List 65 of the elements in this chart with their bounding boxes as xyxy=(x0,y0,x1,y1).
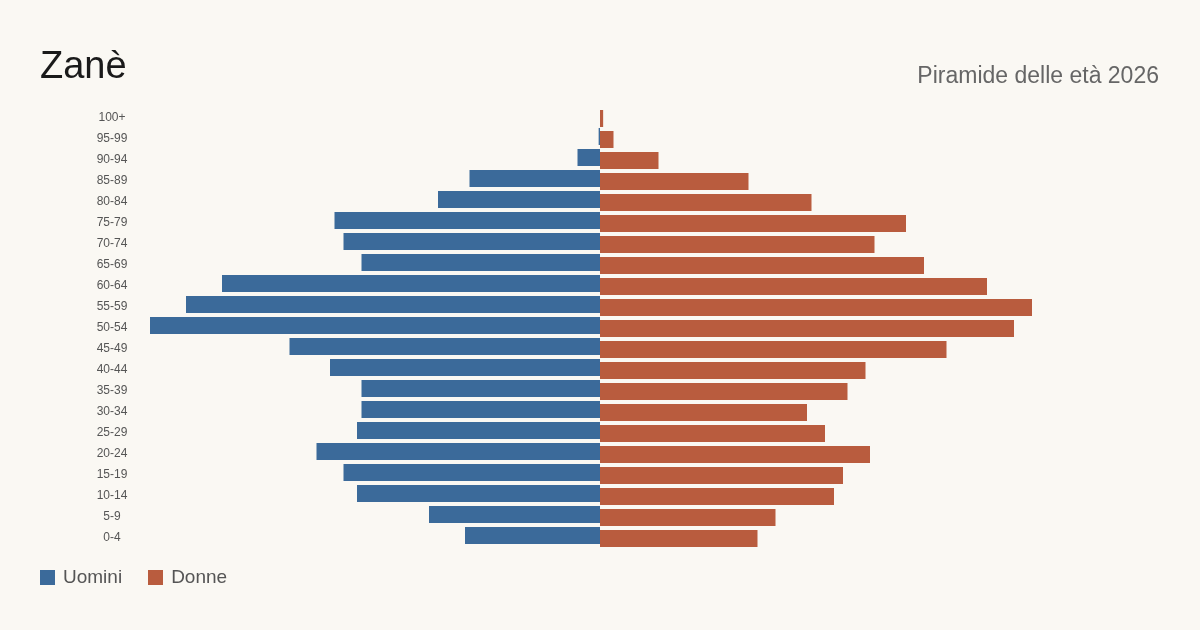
y-tick-label: 85-89 xyxy=(96,172,128,187)
y-tick-label: 55-59 xyxy=(96,298,128,313)
bar xyxy=(600,236,875,253)
y-tick-label: 40-44 xyxy=(96,361,128,376)
legend-label: Uomini xyxy=(63,566,123,588)
bar xyxy=(600,278,987,295)
y-tick-label: 20-24 xyxy=(96,445,128,460)
y-tick-label: 5-9 xyxy=(103,508,121,523)
bar xyxy=(357,485,600,502)
bar xyxy=(600,194,812,211)
bar xyxy=(334,212,600,229)
y-tick-label: 30-34 xyxy=(96,403,128,418)
bar xyxy=(600,257,924,274)
bar xyxy=(600,488,834,505)
bar xyxy=(186,296,600,313)
bar xyxy=(600,131,614,148)
bar xyxy=(600,509,776,526)
bar xyxy=(600,320,1014,337)
bar xyxy=(600,341,947,358)
bar xyxy=(361,254,600,271)
bar xyxy=(600,362,866,379)
bar xyxy=(465,527,600,544)
bar xyxy=(343,233,600,250)
bar xyxy=(600,404,807,421)
y-tick-label: 95-99 xyxy=(96,130,128,145)
y-tick-label: 65-69 xyxy=(96,256,128,271)
y-tick-label: 15-19 xyxy=(96,466,128,481)
bar xyxy=(361,380,600,397)
bar xyxy=(600,530,758,547)
bar xyxy=(577,149,600,166)
y-tick-label: 35-39 xyxy=(96,382,128,397)
bar xyxy=(343,464,600,481)
y-tick-label: 0-4 xyxy=(103,529,121,544)
bar xyxy=(600,152,659,169)
bar xyxy=(600,173,749,190)
chart-subtitle: Piramide delle età 2026 xyxy=(917,62,1159,89)
bar xyxy=(600,446,870,463)
y-tick-label: 45-49 xyxy=(96,340,128,355)
bar xyxy=(600,467,843,484)
chart-title: Zanè xyxy=(40,44,127,87)
bar xyxy=(361,401,600,418)
bar xyxy=(330,359,600,376)
y-tick-label: 75-79 xyxy=(96,214,128,229)
bar xyxy=(316,443,600,460)
y-tick-label: 80-84 xyxy=(96,193,128,208)
bar xyxy=(600,110,604,127)
y-tick-label: 10-14 xyxy=(96,487,128,502)
bar xyxy=(357,422,600,439)
bar xyxy=(469,170,600,187)
bar xyxy=(150,317,600,334)
y-tick-label: 50-54 xyxy=(96,319,128,334)
bar xyxy=(438,191,600,208)
legend-label: Donne xyxy=(171,566,228,588)
bar xyxy=(600,215,906,232)
y-tick-label: 100+ xyxy=(98,109,126,124)
y-tick-label: 25-29 xyxy=(96,424,128,439)
bar xyxy=(600,383,848,400)
y-tick-label: 60-64 xyxy=(96,277,128,292)
bar xyxy=(289,338,600,355)
y-tick-label: 70-74 xyxy=(96,235,128,250)
y-tick-label: 90-94 xyxy=(96,151,128,166)
bar xyxy=(600,425,825,442)
bar xyxy=(429,506,600,523)
bar xyxy=(600,299,1032,316)
bar xyxy=(222,275,600,292)
